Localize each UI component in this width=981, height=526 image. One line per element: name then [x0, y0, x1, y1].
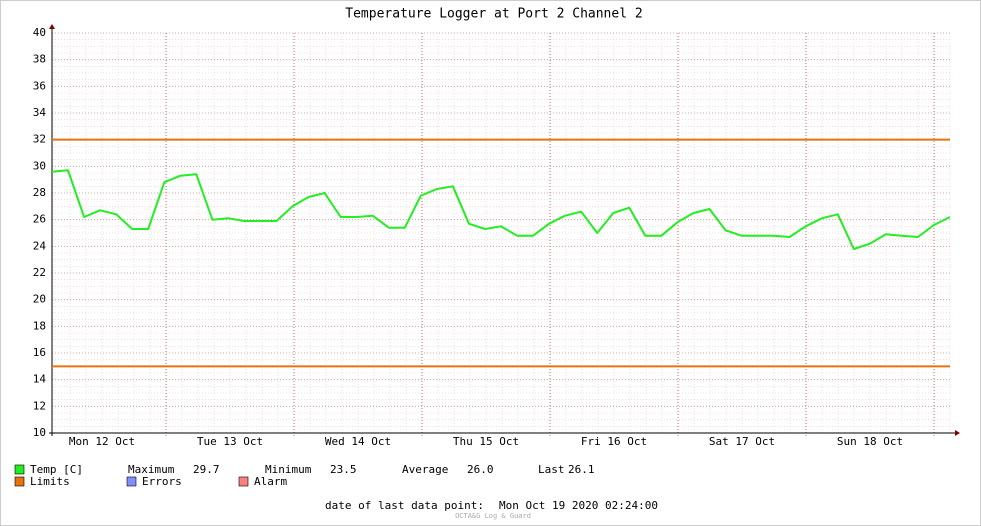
stat-label: Average — [402, 463, 448, 476]
legend-label: Temp [C] — [30, 463, 83, 476]
legend-swatch — [14, 476, 25, 487]
y-tick-label: 24 — [33, 239, 47, 252]
x-tick-label: Sat 17 Oct — [709, 435, 775, 448]
stat-label: Minimum — [265, 463, 312, 476]
legend-label: Errors — [142, 475, 182, 488]
stat-value: 26.0 — [467, 463, 494, 476]
x-tick-label: Thu 15 Oct — [453, 435, 519, 448]
stat-value: 29.7 — [193, 463, 220, 476]
y-tick-label: 26 — [33, 213, 46, 226]
footer-label: date of last data point: — [325, 499, 484, 512]
y-tick-label: 14 — [33, 373, 47, 386]
x-tick-label: Wed 14 Oct — [325, 435, 391, 448]
stat-value: 23.5 — [330, 463, 357, 476]
y-tick-label: 18 — [33, 319, 46, 332]
axis-arrow — [49, 24, 55, 29]
y-tick-label: 10 — [33, 426, 46, 439]
legend-swatch — [14, 464, 25, 475]
y-tick-label: 32 — [33, 133, 46, 146]
footer-date: Mon Oct 19 2020 02:24:00 — [499, 499, 658, 512]
stat-label: Last — [538, 463, 565, 476]
y-tick-label: 22 — [33, 266, 46, 279]
watermark: OCTA&G Log & Guard — [455, 512, 531, 520]
legend-label: Alarm — [254, 475, 287, 488]
y-tick-label: 40 — [33, 26, 46, 39]
y-tick-label: 28 — [33, 186, 46, 199]
y-tick-label: 36 — [33, 79, 46, 92]
temp-line — [51, 169, 951, 250]
y-tick-label: 34 — [33, 106, 47, 119]
stat-value: 26.1 — [568, 463, 595, 476]
stat-label: Maximum — [128, 463, 175, 476]
x-tick-label: Fri 16 Oct — [581, 435, 647, 448]
legend-swatch — [238, 476, 249, 487]
axis-arrow — [955, 430, 960, 436]
legend-swatch — [126, 476, 137, 487]
y-tick-label: 12 — [33, 399, 46, 412]
y-tick-label: 30 — [33, 159, 46, 172]
x-tick-label: Tue 13 Oct — [197, 435, 263, 448]
chart-title: Temperature Logger at Port 2 Channel 2 — [345, 7, 642, 22]
y-tick-label: 38 — [33, 53, 46, 66]
y-tick-label: 16 — [33, 346, 46, 359]
legend-label: Limits — [30, 475, 70, 488]
y-tick-label: 20 — [33, 293, 46, 306]
x-tick-label: Mon 12 Oct — [69, 435, 135, 448]
x-tick-label: Sun 18 Oct — [837, 435, 903, 448]
